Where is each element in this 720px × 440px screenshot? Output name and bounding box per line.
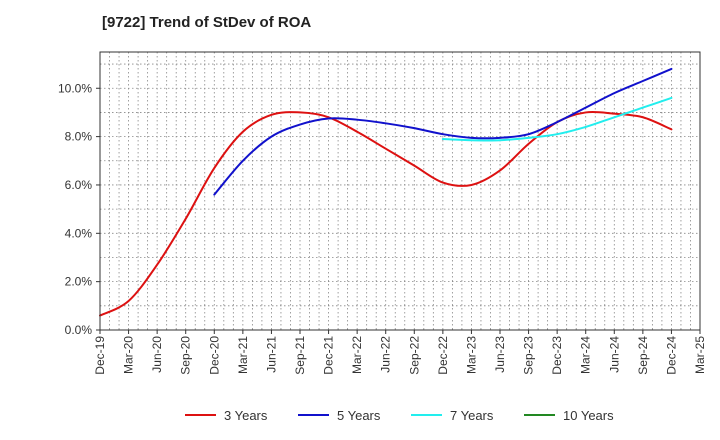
x-tick-label: Sep-24: [636, 336, 650, 375]
chart-title: [9722] Trend of StDev of ROA: [102, 14, 312, 31]
y-tick-label: 8.0%: [65, 130, 93, 144]
x-tick-label: Mar-21: [236, 336, 250, 374]
x-tick-label: Mar-25: [693, 336, 707, 374]
x-tick-label: Jun-23: [493, 336, 507, 373]
x-tick-label: Dec-22: [436, 336, 450, 375]
x-tick-label: Sep-20: [179, 336, 193, 375]
series-line-3: [441, 96, 673, 142]
y-tick-label: 0.0%: [65, 323, 93, 337]
x-tick-label: Jun-21: [264, 336, 278, 373]
legend-label-2: 5 Years: [337, 408, 381, 423]
x-tick-label: Jun-20: [150, 336, 164, 373]
x-tick-label: Sep-22: [407, 336, 421, 375]
series-line-2: [213, 67, 673, 196]
x-tick-label: Dec-21: [322, 336, 336, 375]
y-tick-label: 2.0%: [65, 275, 93, 289]
series-layer: [99, 67, 673, 317]
x-tick-label: Dec-24: [664, 336, 678, 375]
legend-label-1: 3 Years: [224, 408, 268, 423]
x-tick-label: Dec-20: [207, 336, 221, 375]
x-tick-label: Dec-23: [550, 336, 564, 375]
y-tick-label: 10.0%: [58, 81, 92, 95]
grid-layer: [100, 52, 700, 330]
legend-label-4: 10 Years: [563, 408, 614, 423]
y-tick-label: 6.0%: [65, 178, 93, 192]
x-tick-label: Mar-20: [122, 336, 136, 374]
x-tick-label: Mar-23: [464, 336, 478, 374]
x-tick-label: Jun-24: [607, 336, 621, 373]
series-line-1: [99, 110, 673, 317]
plot-background: [100, 52, 700, 330]
x-tick-label: Sep-23: [522, 336, 536, 375]
y-tick-label: 4.0%: [65, 226, 93, 240]
plot-area: [100, 52, 700, 330]
x-tick-label: Mar-22: [350, 336, 364, 374]
legend: 3 Years 5 Years 7 Years 10 Years: [185, 408, 614, 423]
x-tick-label: Mar-24: [579, 336, 593, 374]
legend-label-3: 7 Years: [450, 408, 494, 423]
plot-border: [99, 51, 701, 331]
x-tick-label: Jun-22: [379, 336, 393, 373]
x-tick-label: Sep-21: [293, 336, 307, 375]
x-tick-label: Dec-19: [93, 336, 107, 375]
axis-layer: 0.0% 2.0% 4.0% 6.0% 8.0% 10.0% Dec-19 Mar-20 Jun…: [58, 51, 707, 375]
